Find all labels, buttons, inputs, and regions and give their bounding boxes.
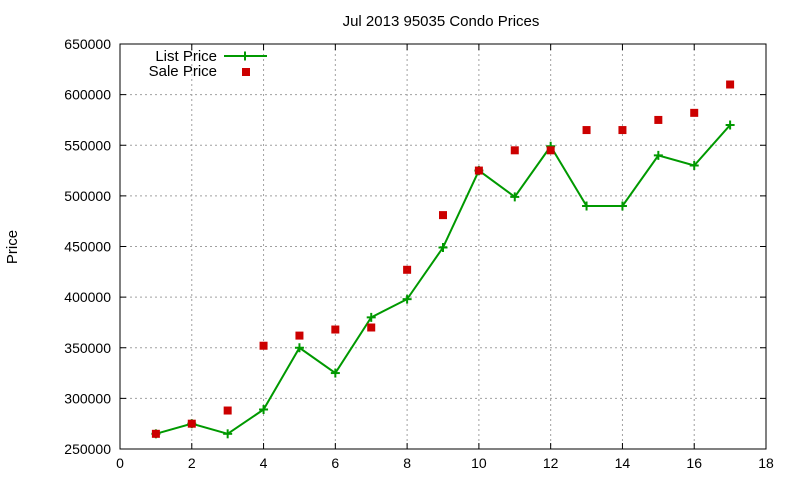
y-tick-label: 350000 [64,340,111,356]
sale-price-point [259,341,268,350]
list-price-point [366,312,376,322]
sale-price-point [439,211,447,220]
y-axis-label: Price [4,230,21,264]
sale-price-point [187,419,196,428]
sale-price-point [546,146,555,155]
sale-price-point [510,146,519,155]
chart-title: Jul 2013 95035 Condo Prices [343,13,540,30]
legend-label-sale-price: Sale Price [149,63,217,80]
list-price-point [330,368,340,378]
sale-price-point [367,323,376,332]
sale-price-point [403,265,412,274]
y-tick-label: 450000 [64,239,111,255]
y-tick-label: 500000 [64,188,111,204]
list-price-point [510,192,520,202]
y-tick-label: 400000 [64,289,111,305]
list-price-point [617,201,627,211]
x-axis: 0 2 4 6 8 10 12 14 16 18 [116,44,774,471]
list-price-point [438,243,448,253]
x-tick-label: 18 [758,455,774,471]
x-tick-label: 6 [331,455,339,471]
legend-label-list-price: List Price [155,48,217,65]
y-tick-label: 650000 [64,36,111,52]
sale-price-point [295,331,304,340]
series-layer [151,80,735,439]
x-tick-label: 8 [403,455,411,471]
sale-price-point [474,166,483,175]
y-tick-label: 300000 [64,390,111,406]
sale-price-point [331,325,340,334]
list-price-point [259,405,269,415]
y-tick-label: 600000 [64,87,111,103]
list-price-point [582,201,592,211]
y-axis: 250000 300000 350000 400000 450000 500000 5500… [64,36,766,457]
sale-price-point [690,108,699,117]
list-price-point [402,294,412,304]
x-tick-label: 0 [116,455,124,471]
list-price-point [689,161,699,170]
y-tick-label: 550000 [64,137,111,153]
y-tick-label: 250000 [64,441,111,457]
list-price-point [725,120,735,130]
sale-price-point [726,80,735,89]
sale-price-point [223,406,232,415]
sale-price-point [654,115,663,124]
list-price-point [653,150,663,160]
list-price-line [155,124,731,435]
legend-marker-list-price [240,51,250,61]
legend-swatch-sale-price [242,68,250,76]
x-tick-label: 4 [260,455,268,471]
sale-price-point [582,126,591,135]
list-price-point [294,343,304,353]
sale-price-point [618,126,627,135]
x-tick-label: 14 [615,455,631,471]
x-tick-label: 12 [543,455,559,471]
x-tick-label: 10 [471,455,487,471]
list-price-point [223,429,233,439]
x-tick-label: 2 [188,455,196,471]
sale-price-point [151,429,160,438]
x-tick-label: 16 [686,455,702,471]
